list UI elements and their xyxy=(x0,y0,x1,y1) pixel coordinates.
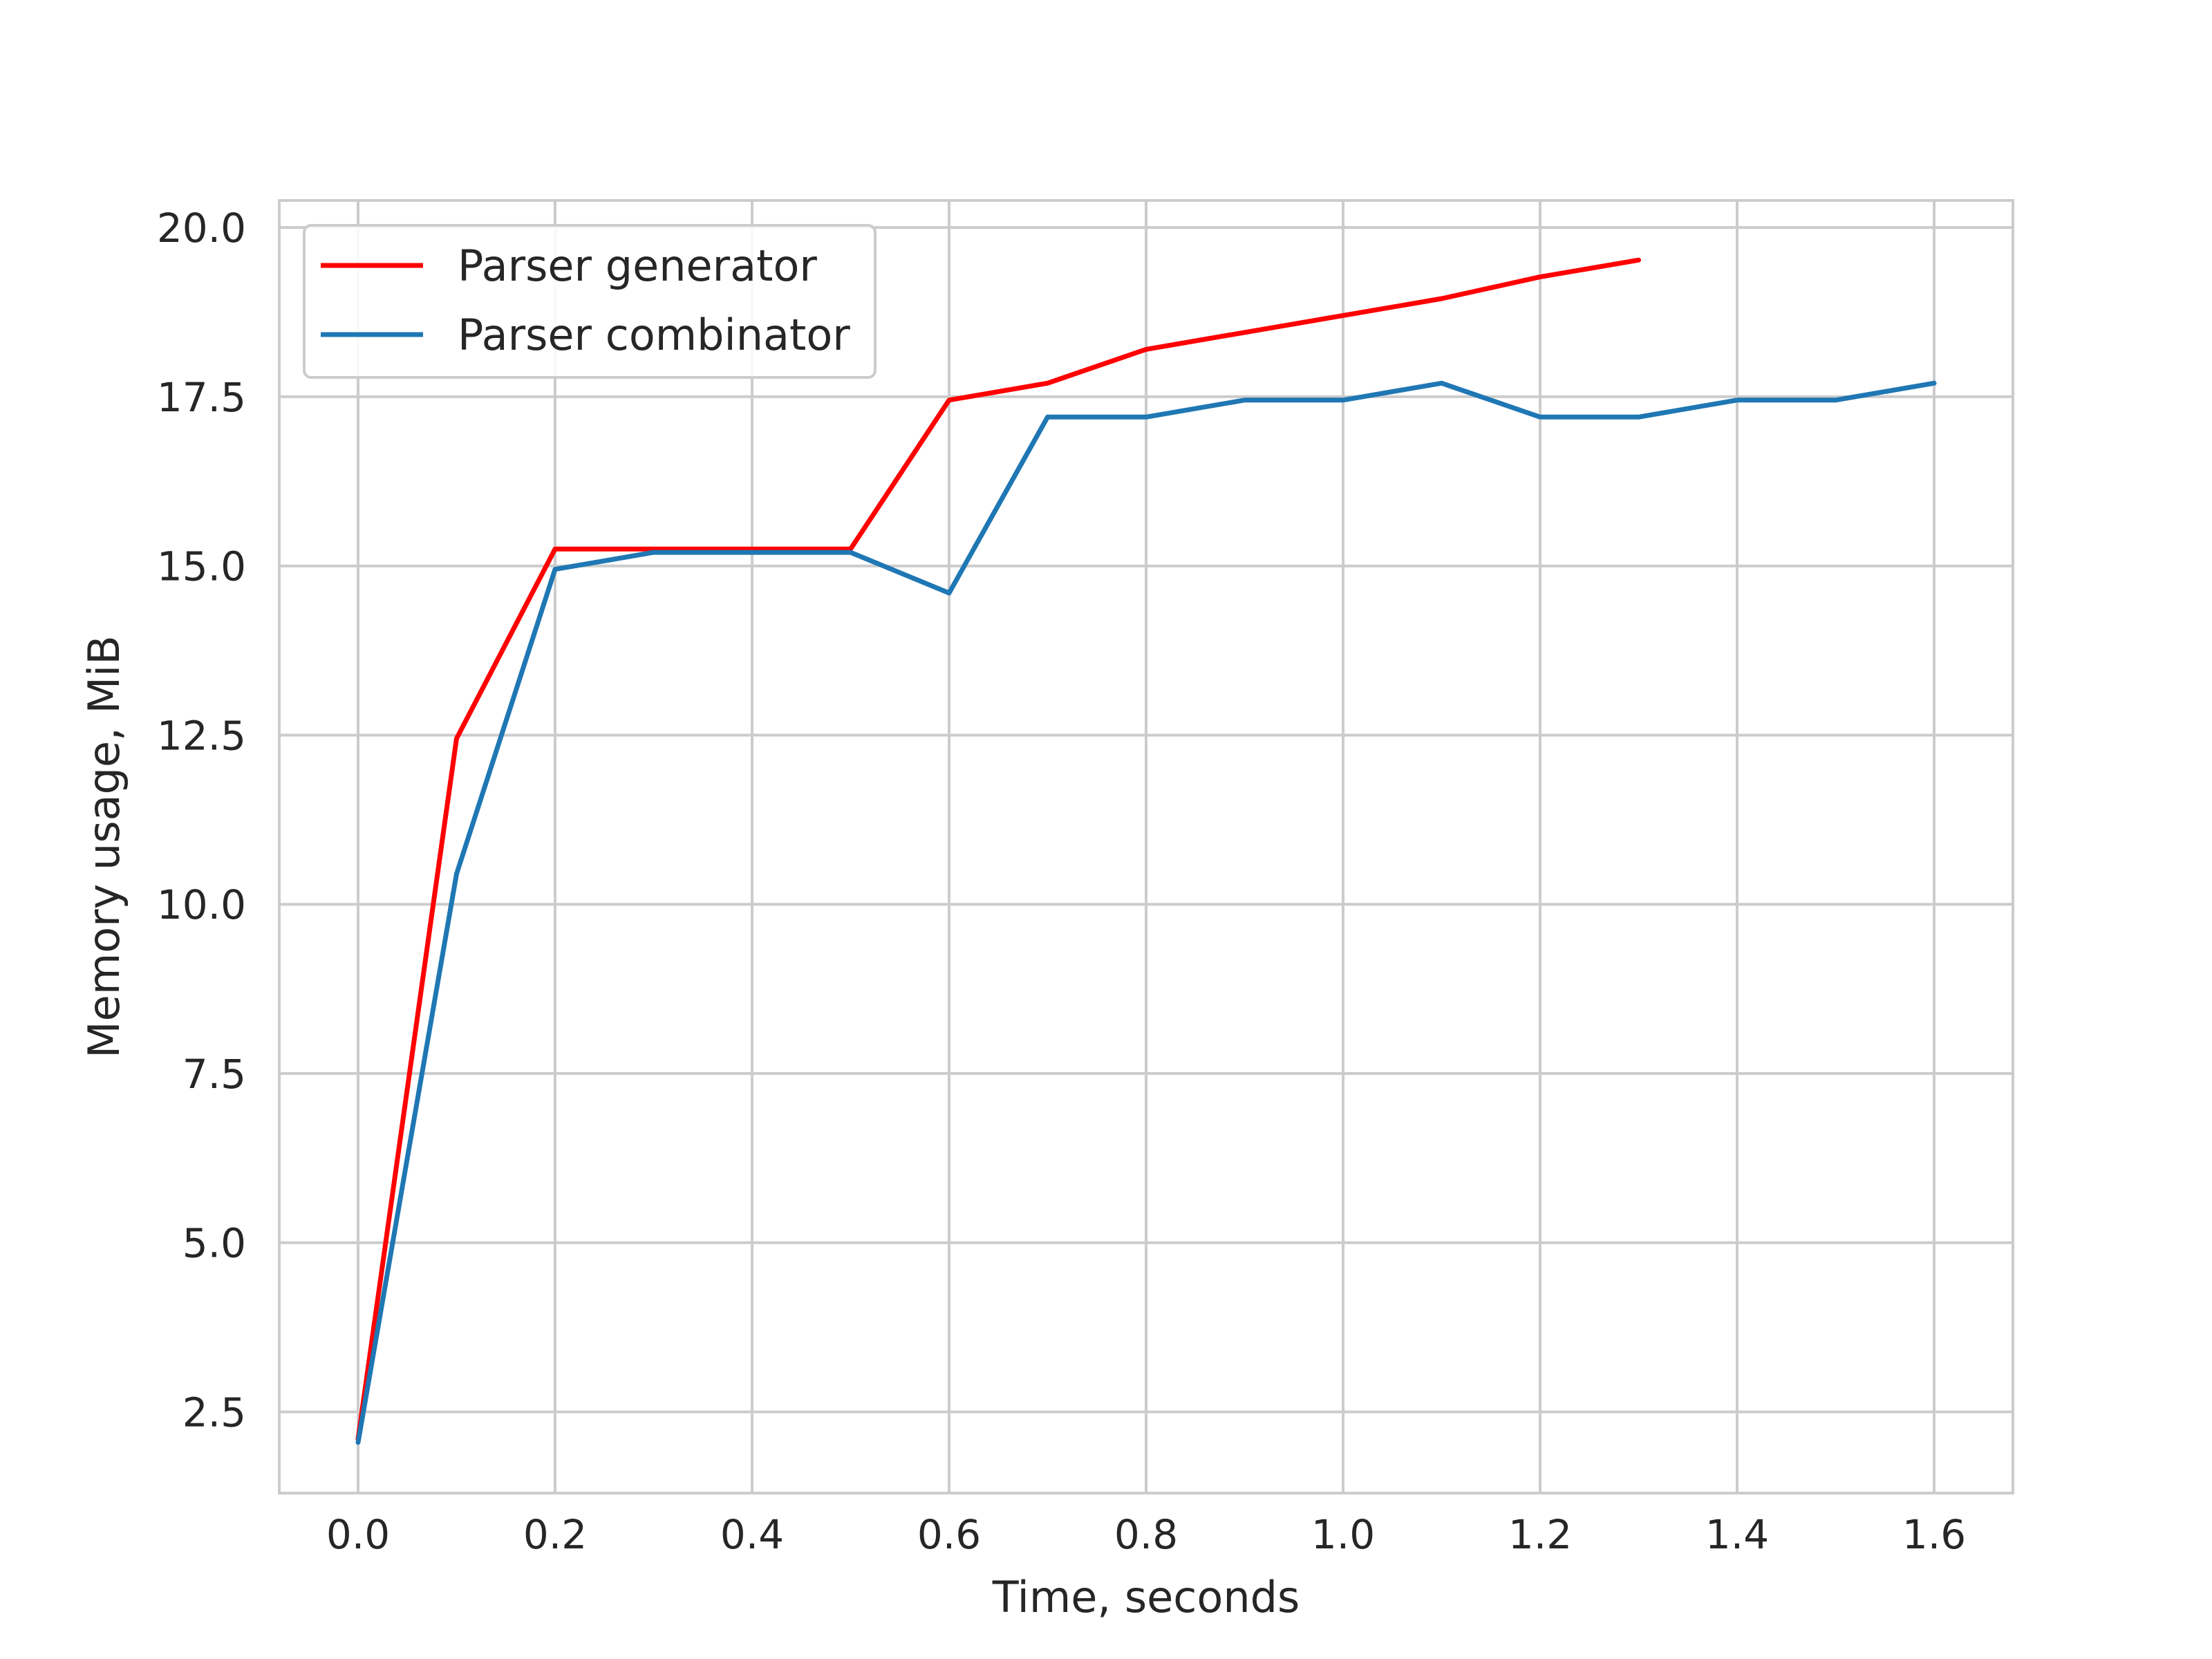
data-point xyxy=(1539,416,1541,418)
x-tick-label: 0.2 xyxy=(523,1511,587,1558)
x-tick-label: 1.0 xyxy=(1311,1511,1375,1558)
x-tick-label: 1.4 xyxy=(1705,1511,1769,1558)
data-point xyxy=(1638,259,1640,261)
x-tick-label: 0.4 xyxy=(720,1511,784,1558)
legend-entry-label: Parser combinator xyxy=(458,310,850,360)
y-tick-label: 10.0 xyxy=(157,881,246,928)
series-line-parser-combinator xyxy=(355,380,1937,1445)
y-tick-label: 17.5 xyxy=(157,374,246,421)
data-point xyxy=(653,548,655,550)
tick-labels: 0.0 0.2 0.4 0.6 0.8 1.0 1.2 1.4 1.6 2.5 5.0 7.5 10.0… xyxy=(157,205,1966,1558)
plot-area-frame xyxy=(278,199,2014,1494)
data-point xyxy=(1047,382,1049,384)
data-point xyxy=(1441,298,1443,299)
y-tick-label: 7.5 xyxy=(182,1051,246,1098)
data-point xyxy=(456,738,458,739)
data-point xyxy=(653,552,655,553)
data-point xyxy=(1736,400,1738,401)
legend: Parser generator Parser combinator xyxy=(303,224,877,379)
y-tick-label: 20.0 xyxy=(157,205,246,252)
data-point xyxy=(1638,416,1640,418)
data-point xyxy=(456,873,458,874)
data-point xyxy=(357,1442,359,1443)
y-tick-label: 5.0 xyxy=(182,1220,246,1267)
data-point xyxy=(1933,382,1935,384)
data-point xyxy=(1342,400,1344,401)
data-point xyxy=(1244,332,1246,333)
grid-lines xyxy=(279,200,2013,1493)
data-point xyxy=(948,400,950,401)
data-point xyxy=(751,552,753,553)
x-tick-label: 0.0 xyxy=(326,1511,390,1558)
y-tick-label: 2.5 xyxy=(182,1389,246,1436)
x-tick-label: 0.8 xyxy=(1114,1511,1178,1558)
data-point xyxy=(1145,416,1147,418)
x-tick-label: 0.6 xyxy=(917,1511,981,1558)
data-point xyxy=(850,548,852,550)
x-tick-label: 1.6 xyxy=(1902,1511,1966,1558)
legend-box xyxy=(303,224,877,379)
y-axis-label: Memory usage, MiB xyxy=(79,635,129,1058)
data-point xyxy=(1441,382,1443,384)
legend-entry-label: Parser generator xyxy=(458,241,817,291)
data-point xyxy=(1539,276,1541,278)
data-point xyxy=(554,548,556,550)
data-point xyxy=(1145,348,1147,350)
x-axis-label: Time, seconds xyxy=(992,1572,1300,1622)
data-point xyxy=(1835,400,1837,401)
y-tick-label: 12.5 xyxy=(157,712,246,759)
data-point xyxy=(751,548,753,550)
series-line-parser-generator xyxy=(355,257,1641,1442)
series-lines xyxy=(355,257,1937,1445)
data-point xyxy=(554,569,556,570)
data-point xyxy=(1047,416,1049,418)
data-point xyxy=(948,592,950,594)
data-point xyxy=(850,552,852,553)
data-point xyxy=(1244,400,1246,401)
x-tick-label: 1.2 xyxy=(1508,1511,1572,1558)
data-point xyxy=(1342,315,1344,316)
y-tick-label: 15.0 xyxy=(157,543,246,590)
